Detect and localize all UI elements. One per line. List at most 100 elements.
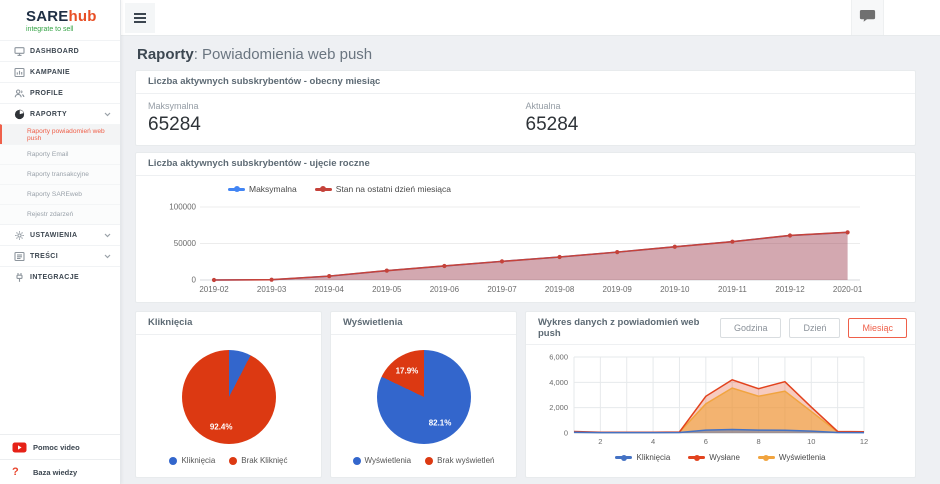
svg-text:2019-06: 2019-06 [430, 285, 460, 294]
push-data-chart: 0 2,000 4,000 6,000 2 4 6 8 10 12 [549, 353, 868, 447]
sidebar-item-integracje[interactable]: INTEGRACJE [0, 266, 120, 287]
sidebar-subitem-raporty-email[interactable]: Raporty Email [0, 144, 120, 164]
stat-maksymalna: Maksymalna 65284 [148, 101, 526, 136]
svg-text:2019-09: 2019-09 [603, 285, 633, 294]
legend-item: Stan na ostatni dzień miesiąca [314, 184, 451, 194]
sidebar-subitem-raporty-sareweb[interactable]: Raporty SAREweb [0, 184, 120, 204]
yearly-subscribers-chart: 0 50000 100000 2019-02 2019-03 2019-04 2019-05… [169, 203, 863, 295]
users-icon [13, 88, 25, 99]
legend-item: Brak wyświetleń [425, 456, 494, 465]
svg-text:2019-12: 2019-12 [775, 285, 805, 294]
card-title: Liczba aktywnych subskrybentów - ujęcie … [136, 153, 915, 176]
push-data-card: Wykres danych z powiadomień web push God… [525, 311, 916, 478]
chevron-down-icon [104, 254, 111, 259]
legend-item: Brak Kliknięć [229, 456, 288, 465]
svg-text:2019-08: 2019-08 [545, 285, 575, 294]
svg-text:2020-01: 2020-01 [833, 285, 863, 294]
sidebar-subitem-raporty-transakcyjne[interactable]: Raporty transakcyjne [0, 164, 120, 184]
pie-chart-icon [13, 109, 25, 120]
range-button-dzien[interactable]: Dzień [789, 318, 841, 338]
svg-text:4,000: 4,000 [549, 378, 568, 387]
sidebar-item-profile[interactable]: PROFILE [0, 82, 120, 103]
brand-tagline: integrate to sell [26, 26, 74, 33]
sidebar-item-raporty[interactable]: RAPORTY [0, 103, 120, 124]
chevron-down-icon [104, 112, 111, 117]
views-pie-card: Wyświetlenia 82.1% 17.9% Wyświetlenia Brak… [330, 311, 517, 478]
sidebar-footer-label: Baza wiedzy [33, 467, 78, 477]
stat-label: Maksymalna [148, 101, 199, 111]
sidebar-item-baza-wiedzy[interactable]: ? Baza wiedzy [0, 459, 120, 484]
sidebar-item-dashboard[interactable]: DASHBOARD [0, 40, 120, 61]
svg-text:4: 4 [651, 437, 655, 446]
gear-icon [13, 230, 25, 241]
sidebar-item-pomoc-video[interactable]: Pomoc video [0, 434, 120, 459]
sidebar: SAREhub integrate to sell DASHBOARD KAMP… [0, 0, 121, 484]
sidebar-item-label: RAPORTY [30, 110, 68, 118]
svg-text:2019-03: 2019-03 [257, 285, 287, 294]
legend-item: Wyświetlenia [757, 453, 826, 462]
sidebar-subitem-raporty-web-push[interactable]: Raporty powiadomień web push [0, 124, 120, 144]
clicks-pie-chart: 92.4% [181, 350, 276, 444]
content-list-icon [13, 251, 25, 262]
youtube-icon [12, 442, 27, 453]
range-button-godzina[interactable]: Godzina [719, 318, 782, 338]
stat-value: 65284 [148, 114, 201, 135]
views-pie-legend: Wyświetlenia Brak wyświetleń [331, 456, 516, 465]
sidebar-item-label: KAMPANIE [30, 68, 71, 76]
pie-slice-label: 92.4% [209, 422, 233, 432]
menu-toggle-button[interactable] [125, 3, 155, 33]
plug-icon [13, 272, 25, 283]
sidebar-item-label: TREŚCI [30, 252, 59, 260]
subscribers-yearly-card: Liczba aktywnych subskrybentów - ujęcie … [135, 152, 916, 303]
yearly-chart-legend: Maksymalna Stan na ostatni dzień miesiąca [228, 183, 915, 195]
raporty-submenu: Raporty powiadomień web push Raporty Ema… [0, 124, 120, 224]
svg-text:50000: 50000 [174, 239, 197, 248]
page-title: Raporty: Powiadomienia web push [137, 46, 916, 63]
sidebar-item-ustawienia[interactable]: USTAWIENIA [0, 224, 120, 245]
range-button-miesiac[interactable]: Miesiąc [848, 318, 907, 338]
svg-text:0: 0 [564, 429, 568, 438]
brand-name-primary: SARE [26, 8, 69, 25]
page-title-detail: : Powiadomienia web push [193, 46, 373, 63]
sidebar-item-label: PROFILE [30, 89, 64, 97]
hamburger-icon [134, 13, 146, 15]
svg-text:0: 0 [192, 276, 197, 285]
pie-slice-label: 17.9% [395, 366, 419, 376]
main-content: Raporty: Powiadomienia web push Liczba a… [121, 36, 940, 484]
bottom-cards-row: Kliknięcia 92.4% Kliknięcia Brak Kliknięć… [135, 311, 916, 478]
card-title: Wyświetlenia [331, 312, 516, 335]
legend-item: Wyświetlenia [352, 456, 411, 465]
sidebar-item-kampanie[interactable]: KAMPANIE [0, 61, 120, 82]
svg-text:2019-04: 2019-04 [315, 285, 345, 294]
svg-text:2019-05: 2019-05 [372, 285, 402, 294]
pie-slice-label: 82.1% [428, 418, 452, 428]
legend-item: Kliknięcia [169, 456, 215, 465]
subscribers-current-card: Liczba aktywnych subskrybentów - obecny … [135, 70, 916, 146]
svg-text:2019-02: 2019-02 [199, 285, 229, 294]
stat-value: 65284 [525, 114, 579, 135]
svg-text:2,000: 2,000 [549, 403, 568, 412]
monitor-icon [13, 46, 25, 57]
brand-logo: SAREhub integrate to sell [0, 0, 120, 40]
svg-text:2019-10: 2019-10 [660, 285, 690, 294]
svg-text:2019-07: 2019-07 [487, 285, 517, 294]
card-title: Kliknięcia [136, 312, 321, 335]
svg-text:12: 12 [860, 437, 868, 446]
card-title: Liczba aktywnych subskrybentów - obecny … [136, 71, 915, 94]
bar-chart-icon [13, 67, 25, 78]
chat-button[interactable] [851, 0, 884, 35]
sidebar-subitem-rejestr-zdarzen[interactable]: Rejestr zdarzeń [0, 204, 120, 224]
sidebar-item-tresci[interactable]: TREŚCI [0, 245, 120, 266]
sidebar-spacer [0, 287, 120, 434]
svg-text:6,000: 6,000 [549, 353, 568, 362]
sidebar-item-label: USTAWIENIA [30, 231, 78, 239]
sidebar-footer-label: Pomoc video [33, 442, 80, 452]
clicks-pie-legend: Kliknięcia Brak Kliknięć [136, 456, 321, 465]
chat-icon [859, 9, 876, 26]
svg-text:6: 6 [704, 437, 708, 446]
svg-text:8: 8 [756, 437, 760, 446]
topbar [121, 0, 940, 36]
question-icon: ? [12, 466, 19, 478]
page-title-section: Raporty [137, 46, 194, 63]
brand-name-secondary: hub [68, 8, 97, 25]
